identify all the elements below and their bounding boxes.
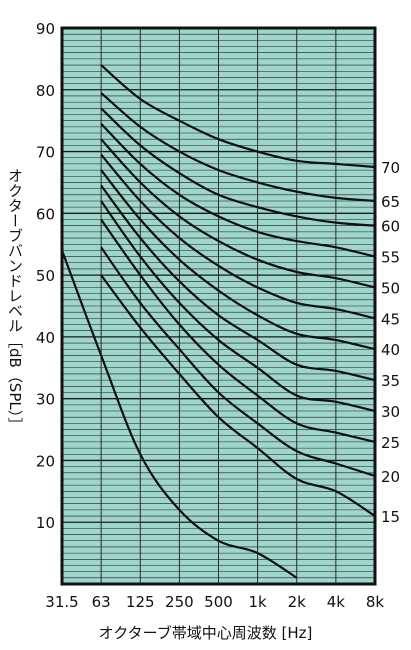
curve-label-50: 50 xyxy=(381,279,400,297)
curve-20 xyxy=(100,246,376,477)
x-tick-label: 31.5 xyxy=(45,593,78,611)
curve-25 xyxy=(100,218,376,443)
y-tick-label: 40 xyxy=(36,329,55,347)
x-tick-label: 8k xyxy=(366,593,385,611)
curve-label-65: 65 xyxy=(381,193,400,211)
curve-label-15: 15 xyxy=(381,508,400,526)
curve-label-55: 55 xyxy=(381,249,400,267)
curve-45 xyxy=(100,153,376,320)
curve-label-35: 35 xyxy=(381,372,400,390)
curve-label-45: 45 xyxy=(381,310,400,328)
y-tick-labels: 10 20 30 40 50 60 70 80 90 xyxy=(36,20,55,532)
curve-30 xyxy=(100,200,376,413)
curve-label-40: 40 xyxy=(381,341,400,359)
threshold-curve xyxy=(60,250,298,579)
curve-label-25: 25 xyxy=(381,434,400,452)
curve-60 xyxy=(100,107,376,227)
y-tick-label: 70 xyxy=(36,144,55,162)
curve-15 xyxy=(100,274,376,517)
x-tick-labels: 31.5 63 125 250 500 1k 2k 4k 8k xyxy=(45,593,384,611)
y-tick-label: 20 xyxy=(36,452,55,470)
curve-70 xyxy=(100,64,376,169)
y-tick-label: 80 xyxy=(36,82,55,100)
curve-40 xyxy=(100,169,376,351)
x-tick-label: 250 xyxy=(165,593,194,611)
x-tick-label: 63 xyxy=(92,593,111,611)
y-tick-label: 50 xyxy=(36,267,55,285)
plot-frame xyxy=(60,26,377,586)
curve-65 xyxy=(100,92,376,203)
y-tick-label: 60 xyxy=(36,205,55,223)
curves xyxy=(60,64,376,579)
curve-label-30: 30 xyxy=(381,403,400,421)
x-tick-label: 125 xyxy=(126,593,155,611)
curve-50 xyxy=(100,138,376,289)
y-tick-label: 10 xyxy=(36,514,55,532)
x-axis-title: オクターブ帯域中心周波数 [Hz] xyxy=(98,624,313,642)
y-axis-title: オクターブバンドレベル［dB（SPL）］ xyxy=(6,168,24,433)
curve-label-20: 20 xyxy=(381,468,400,486)
x-tick-label: 1k xyxy=(249,593,268,611)
vertical-gridlines xyxy=(100,28,337,584)
x-tick-label: 500 xyxy=(204,593,233,611)
curve-55 xyxy=(100,123,376,258)
curve-labels: 70 65 60 55 50 45 40 35 30 25 20 15 xyxy=(381,159,400,526)
curve-label-70: 70 xyxy=(381,159,400,177)
y-tick-label: 30 xyxy=(36,391,55,409)
curve-label-60: 60 xyxy=(381,218,400,236)
x-tick-label: 4k xyxy=(327,593,346,611)
curve-35 xyxy=(100,184,376,382)
y-tick-label: 90 xyxy=(36,20,55,38)
x-tick-label: 2k xyxy=(288,593,307,611)
